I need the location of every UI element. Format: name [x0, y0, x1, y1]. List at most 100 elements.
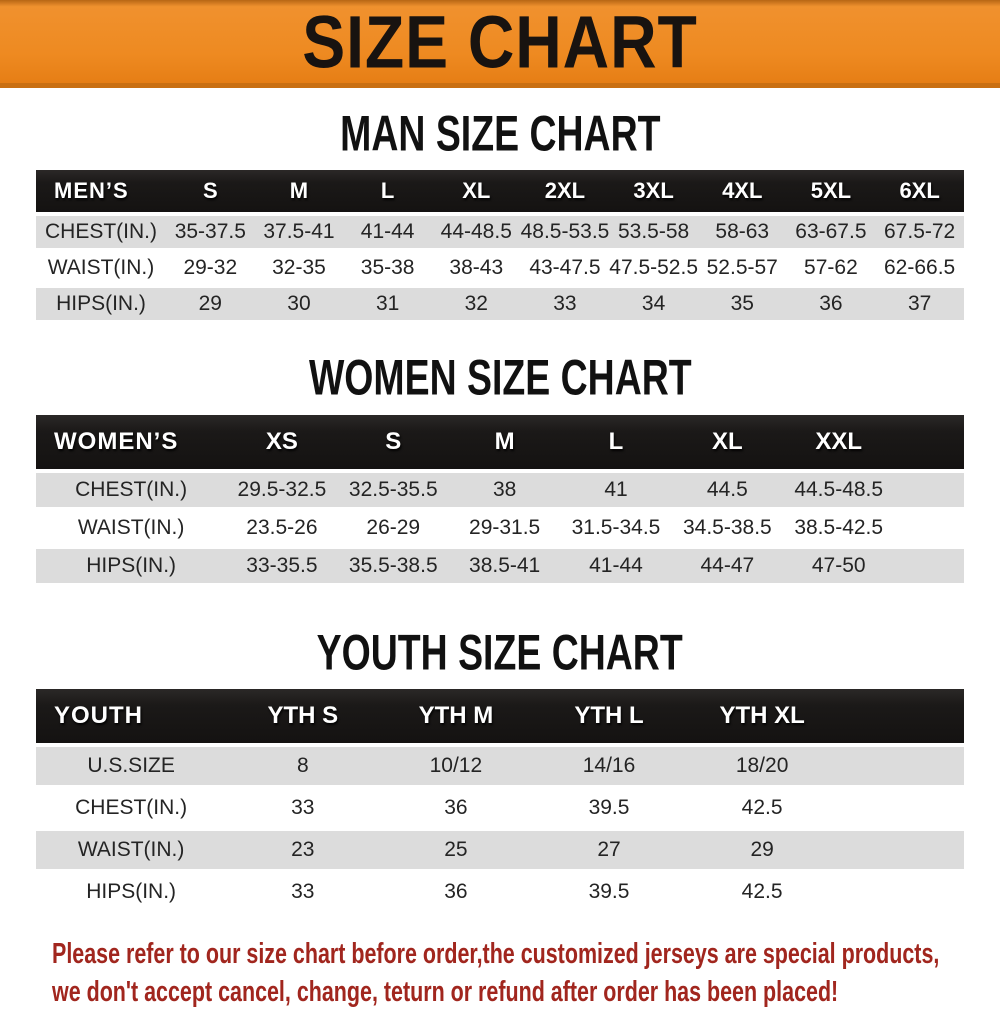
row-label: HIPS(IN.): [36, 288, 166, 321]
size-cell: 29: [685, 831, 839, 870]
size-cell: 34.5-38.5: [671, 510, 784, 545]
size-cell: 35-38: [343, 252, 432, 285]
women-section-heading: WOMEN SIZE CHART: [0, 351, 1000, 407]
spacer-cell: [838, 747, 964, 786]
row-label: WAIST(IN.): [36, 831, 227, 870]
size-cell: 29-32: [165, 252, 255, 285]
youth-hips-row: HIPS(IN.) 33 36 39.5 42.5: [36, 873, 964, 912]
size-cell: 18/20: [685, 747, 839, 786]
size-cell: 26-29: [337, 510, 449, 545]
women-group-label: WOMEN’S: [36, 414, 227, 469]
size-cell: 38.5-42.5: [783, 510, 895, 545]
size-cell: 32: [431, 288, 521, 321]
size-cell: 62-66.5: [875, 252, 964, 285]
men-hips-row: HIPS(IN.) 29 30 31 32 33 34 35 36 37: [36, 288, 964, 321]
size-cell: 41-44: [560, 548, 672, 583]
size-cell: 43-47.5: [520, 252, 610, 285]
size-cell: 33: [520, 288, 610, 321]
size-cell: 63-67.5: [786, 216, 876, 249]
size-cell: 8: [226, 747, 380, 786]
size-cell: 38.5-41: [448, 548, 561, 583]
youth-chest-row: CHEST(IN.) 33 36 39.5 42.5: [36, 789, 964, 828]
size-cell: 48.5-53.5: [520, 216, 610, 249]
size-cell: 38: [448, 472, 561, 507]
women-hips-row: HIPS(IN.) 33-35.5 35.5-38.5 38.5-41 41-4…: [36, 548, 964, 583]
size-cell: 67.5-72: [875, 216, 964, 249]
size-cell: 34: [609, 288, 698, 321]
spacer-cell: [894, 548, 964, 583]
size-cell: 29: [165, 288, 255, 321]
size-cell: 14/16: [532, 747, 686, 786]
men-group-label: MEN’S: [36, 170, 166, 213]
spacer-cell: [838, 873, 964, 912]
men-waist-row: WAIST(IN.) 29-32 32-35 35-38 38-43 43-47…: [36, 252, 964, 285]
youth-waist-row: WAIST(IN.) 23 25 27 29: [36, 831, 964, 870]
size-cell: 10/12: [379, 747, 533, 786]
row-label: WAIST(IN.): [36, 510, 227, 545]
spacer-cell: [894, 414, 964, 469]
size-cell: 23: [226, 831, 380, 870]
size-cell: 37: [875, 288, 964, 321]
men-section: MAN SIZE CHART MEN’S S M L XL 2XL 3XL 4X…: [0, 106, 1000, 324]
men-section-heading-text: MAN SIZE CHART: [339, 106, 661, 163]
youth-size-table: YOUTH YTH S YTH M YTH L YTH XL U.S.SIZE …: [36, 685, 964, 915]
size-cell: 39.5: [532, 789, 686, 828]
men-col-header: M: [254, 170, 344, 213]
spacer-cell: [838, 831, 964, 870]
size-cell: 27: [532, 831, 686, 870]
size-cell: 32.5-35.5: [337, 472, 449, 507]
men-col-header: XL: [431, 170, 521, 213]
women-section-heading-text: WOMEN SIZE CHART: [308, 351, 692, 407]
youth-group-label: YOUTH: [36, 689, 227, 744]
size-cell: 42.5: [685, 789, 839, 828]
youth-col-header: YTH L: [532, 689, 686, 744]
size-cell: 41: [560, 472, 672, 507]
youth-col-header: YTH XL: [685, 689, 839, 744]
size-cell: 39.5: [532, 873, 686, 912]
disclaimer-line2: we don't accept cancel, change, teturn o…: [52, 976, 839, 1009]
size-cell: 23.5-26: [226, 510, 338, 545]
women-table-header-row: WOMEN’S XS S M L XL XXL: [36, 414, 964, 469]
spacer-cell: [894, 510, 964, 545]
size-cell: 35-37.5: [165, 216, 255, 249]
men-col-header: 4XL: [697, 170, 787, 213]
size-cell: 53.5-58: [609, 216, 698, 249]
size-cell: 35.5-38.5: [337, 548, 449, 583]
size-cell: 29-31.5: [448, 510, 561, 545]
women-col-header: XXL: [783, 414, 895, 469]
size-cell: 31: [343, 288, 432, 321]
women-col-header: XS: [226, 414, 338, 469]
spacer-cell: [894, 472, 964, 507]
size-cell: 38-43: [431, 252, 521, 285]
size-cell: 37.5-41: [254, 216, 344, 249]
size-cell: 31.5-34.5: [560, 510, 672, 545]
size-cell: 36: [379, 873, 533, 912]
youth-ussize-row: U.S.SIZE 8 10/12 14/16 18/20: [36, 747, 964, 786]
size-cell: 29.5-32.5: [226, 472, 338, 507]
size-cell: 33: [226, 873, 380, 912]
disclaimer: Please refer to our size chart before or…: [52, 935, 1000, 1011]
size-cell: 47.5-52.5: [609, 252, 698, 285]
youth-section-heading: YOUTH SIZE CHART: [0, 627, 1000, 680]
row-label: HIPS(IN.): [36, 548, 227, 583]
size-cell: 44-47: [671, 548, 784, 583]
men-col-header: 5XL: [786, 170, 876, 213]
women-size-table: WOMEN’S XS S M L XL XXL CHEST(IN.) 29.5-…: [36, 411, 964, 587]
size-cell: 35: [697, 288, 787, 321]
size-cell: 41-44: [343, 216, 432, 249]
row-label: CHEST(IN.): [36, 472, 227, 507]
size-cell: 30: [254, 288, 344, 321]
size-cell: 36: [379, 789, 533, 828]
spacer-cell: [838, 689, 964, 744]
size-cell: 52.5-57: [697, 252, 787, 285]
spacer-cell: [838, 789, 964, 828]
size-cell: 44.5: [671, 472, 784, 507]
disclaimer-line1: Please refer to our size chart before or…: [52, 938, 940, 971]
men-size-table: MEN’S S M L XL 2XL 3XL 4XL 5XL 6XL CHEST…: [36, 166, 964, 324]
size-cell: 32-35: [254, 252, 344, 285]
size-cell: 33: [226, 789, 380, 828]
women-col-header: M: [448, 414, 561, 469]
row-label: CHEST(IN.): [36, 216, 166, 249]
men-section-heading: MAN SIZE CHART: [0, 106, 1000, 163]
